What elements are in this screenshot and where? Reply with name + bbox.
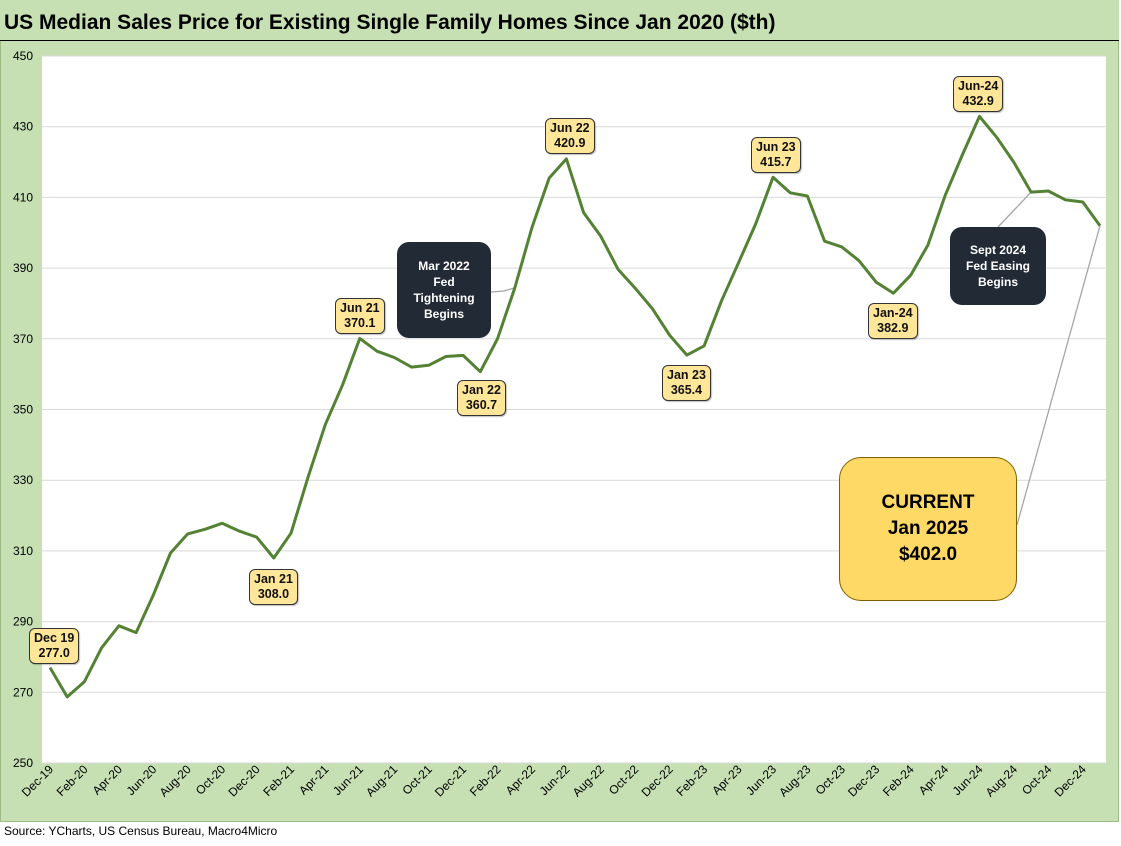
data-label-date: Jun 21	[340, 301, 380, 315]
data-label-jan-23: Jan 23 365.4	[662, 365, 711, 401]
data-label-jan-22: Jan 22 360.7	[457, 380, 506, 416]
x-tick-label: Apr-20	[90, 762, 126, 798]
callout-fed-tightening-line: Fed	[433, 275, 455, 289]
x-tick-label: Dec-24	[1052, 762, 1089, 799]
x-tick-label: Oct-21	[399, 762, 435, 798]
data-label-date: Jan 21	[254, 572, 293, 586]
callout-fed-easing-line: Sept 2024	[969, 243, 1027, 257]
data-label-value: 308.0	[257, 587, 290, 601]
leader-fed-easing	[997, 191, 1032, 228]
data-label-jan-24: Jan-24 382.9	[868, 303, 918, 339]
callout-fed-tightening-line: Tightening	[413, 291, 475, 305]
x-tick-label: Apr-24	[916, 762, 952, 798]
y-tick-label: 430	[13, 120, 33, 134]
x-tick-label: Aug-23	[776, 762, 813, 799]
data-label-dec-19: Dec 19 277.0	[29, 628, 80, 664]
y-tick-label: 290	[13, 615, 33, 629]
x-tick-label: Aug-20	[157, 762, 194, 799]
data-label-date: Jun 22	[550, 121, 590, 135]
x-tick-label: Jun-20	[124, 762, 160, 798]
current-value: $402.0	[898, 544, 958, 565]
y-tick-label: 450	[13, 49, 33, 63]
x-tick-label: Feb-20	[54, 762, 91, 799]
x-tick-label: Jun-21	[330, 762, 366, 798]
x-tick-label: Oct-22	[606, 762, 642, 798]
data-label-value: 277.0	[38, 646, 70, 660]
data-label-jun-23: Jun 23 415.7	[751, 137, 801, 173]
y-tick-label: 390	[13, 261, 33, 275]
callout-fed-easing-line: Fed Easing	[965, 259, 1030, 273]
x-tick-label: Apr-23	[709, 762, 745, 798]
y-tick-label: 270	[13, 685, 33, 699]
data-label-jan-21: Jan 21 308.0	[249, 569, 298, 605]
x-tick-label: Dec-21	[432, 762, 469, 799]
x-tick-label: Jun-22	[537, 762, 573, 798]
x-tick-label: Dec-20	[225, 762, 262, 799]
y-axis-ticks: 250 270 290 310 330 350 370 390 410 430 450	[13, 49, 33, 770]
x-tick-label: Apr-21	[296, 762, 332, 798]
current-date: Jan 2025	[887, 518, 969, 539]
x-tick-label: Dec-22	[639, 762, 676, 799]
y-tick-label: 330	[13, 473, 33, 487]
x-tick-label: Aug-24	[983, 762, 1020, 799]
data-label-jun-24: Jun-24 432.9	[953, 76, 1004, 112]
current-value-callout: CURRENT Jan 2025 $402.0	[839, 457, 1017, 601]
leader-fed-tightening	[490, 287, 515, 293]
x-tick-label: Aug-21	[363, 762, 400, 799]
data-label-value: 360.7	[465, 398, 498, 412]
data-label-value: 415.7	[760, 155, 792, 169]
data-label-date: Jan-24	[873, 306, 913, 320]
data-label-value: 382.9	[877, 321, 909, 335]
y-tick-label: 310	[13, 544, 33, 558]
x-tick-label: Oct-20	[193, 762, 229, 798]
data-label-date: Dec 19	[34, 631, 75, 645]
source-note: Source: YCharts, US Census Bureau, Macro…	[4, 824, 278, 838]
leader-current	[1016, 225, 1101, 526]
data-label-value: 432.9	[962, 94, 994, 108]
y-tick-label: 350	[13, 403, 33, 417]
callout-fed-tightening-line: Begins	[423, 307, 464, 321]
data-label-date: Jan 23	[667, 368, 706, 382]
line-chart: 250 270 290 310 330 350 370 390 410 430 450 Dec-19…	[13, 49, 1106, 799]
data-label-value: 420.9	[554, 136, 586, 150]
y-tick-label: 250	[13, 756, 33, 770]
chart-title: US Median Sales Price for Existing Singl…	[4, 11, 776, 34]
title-bar: US Median Sales Price for Existing Singl…	[0, 0, 1119, 41]
x-tick-label: Jun-24	[950, 762, 986, 798]
y-tick-label: 370	[13, 332, 33, 346]
x-tick-label: Oct-23	[813, 762, 849, 798]
callout-fed-easing: Sept 2024 Fed Easing Begins	[950, 227, 1046, 305]
x-tick-label: Feb-22	[467, 762, 504, 799]
y-tick-label: 410	[13, 190, 33, 204]
data-label-jun-22: Jun 22 420.9	[545, 118, 595, 154]
x-tick-label: Oct-24	[1019, 762, 1055, 798]
x-tick-label: Apr-22	[503, 762, 539, 798]
data-label-date: Jun 23	[756, 140, 796, 154]
x-tick-label: Feb-24	[880, 762, 917, 799]
data-label-value: 365.4	[670, 383, 703, 397]
data-label-value: 370.1	[344, 316, 376, 330]
x-tick-label: Dec-23	[845, 762, 882, 799]
current-heading: CURRENT	[881, 492, 975, 513]
x-tick-label: Jun-23	[743, 762, 779, 798]
data-label-jun-21: Jun 21 370.1	[335, 298, 385, 334]
data-label-date: Jan 22	[462, 383, 501, 397]
x-tick-label: Aug-22	[570, 762, 607, 799]
data-label-date: Jun-24	[958, 79, 999, 93]
series-line	[48, 114, 1102, 699]
callout-fed-easing-line: Begins	[977, 275, 1018, 289]
x-tick-label: Feb-21	[260, 762, 297, 799]
x-tick-label: Feb-23	[673, 762, 710, 799]
callout-fed-tightening: Mar 2022 Fed Tightening Begins	[397, 242, 491, 338]
callout-leader-lines	[490, 191, 1101, 526]
callout-fed-tightening-line: Mar 2022	[418, 259, 470, 273]
